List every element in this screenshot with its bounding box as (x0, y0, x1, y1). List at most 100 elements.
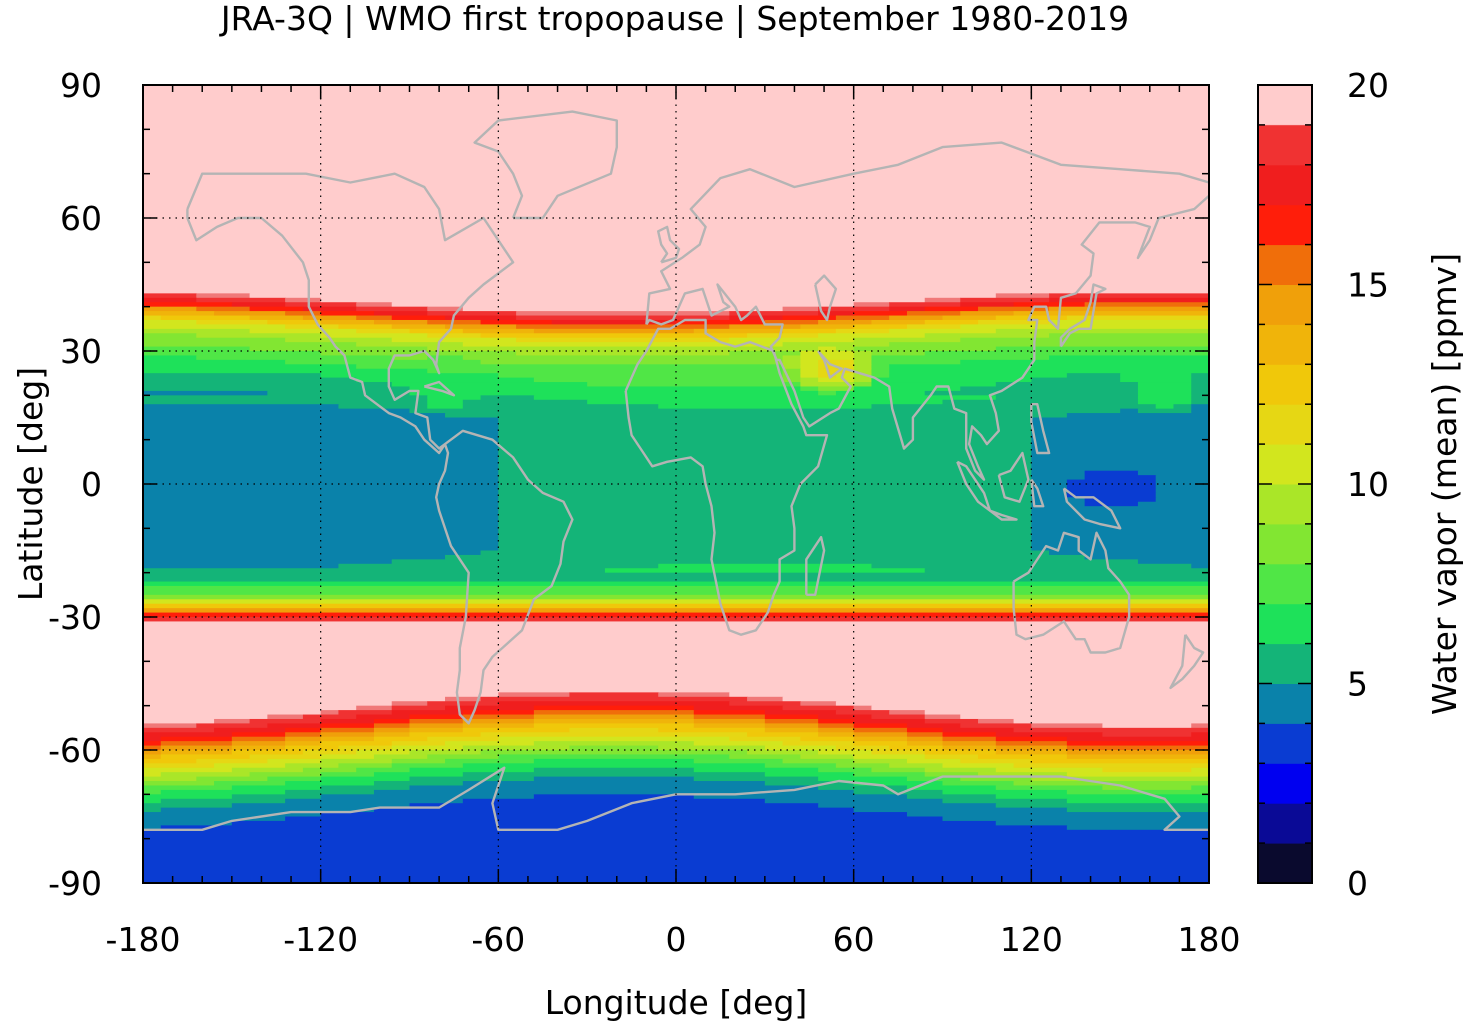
heatmap-cell (391, 741, 446, 747)
heatmap-cell (320, 311, 375, 317)
heatmap-cell (818, 767, 873, 773)
heatmap-cell (231, 736, 286, 742)
heatmap-cell (143, 470, 499, 476)
heatmap-cell (143, 266, 1209, 272)
heatmap-cell (143, 262, 1209, 268)
heatmap-cell (143, 333, 197, 339)
heatmap-cell (445, 758, 535, 764)
coastline (1030, 478, 1045, 508)
heatmap-cell (1066, 492, 1157, 498)
heatmap-cell (498, 461, 1032, 467)
heatmap-cell (143, 182, 1209, 188)
heatmap-cell (320, 772, 375, 778)
heatmap-cell (498, 470, 1032, 476)
heatmap-cell (356, 714, 411, 720)
colorbar-label: Water vapor (mean) [ppmv] (1425, 253, 1464, 715)
heatmap-cell (889, 328, 997, 334)
heatmap-cell (143, 439, 499, 445)
heatmap-cell (1066, 741, 1209, 747)
coastline (143, 766, 1209, 831)
heatmap-cell (835, 701, 1209, 707)
heatmap-cell (143, 789, 162, 795)
heatmap-cell (533, 758, 695, 764)
heatmap-cell (214, 727, 286, 733)
heatmap-cell (143, 537, 499, 543)
heatmap-cell (1084, 554, 1209, 560)
heatmap-cell (747, 732, 819, 738)
heatmap-cell (924, 319, 979, 325)
heatmap-cell (1137, 399, 1192, 405)
colorbar-tick-label: 15 (1347, 266, 1389, 305)
heatmap-cell (800, 355, 855, 361)
heatmap-cell (906, 723, 961, 729)
coastline (805, 536, 826, 596)
heatmap-cell (800, 364, 819, 370)
heatmap-cell (498, 736, 730, 742)
heatmap-cell (853, 723, 908, 729)
colorbar-tick-label: 0 (1347, 864, 1368, 903)
heatmap-cell (409, 714, 464, 720)
colorbar-segment (1258, 204, 1312, 246)
heatmap-cell (302, 750, 357, 756)
heatmap-cell (658, 745, 766, 751)
heatmap-cell (906, 758, 961, 764)
heatmap-cell (409, 776, 535, 782)
heatmap-cell (373, 311, 428, 317)
heatmap-cell (285, 798, 464, 804)
heatmap-cell (462, 306, 784, 312)
heatmap-cell (995, 346, 1209, 352)
heatmap-cell (143, 528, 499, 534)
coastline (814, 274, 838, 322)
heatmap-cell (1031, 430, 1209, 436)
heatmap-cell (1031, 497, 1086, 503)
heatmap-cell (871, 368, 890, 374)
heatmap-cell (143, 772, 162, 778)
y-tick-label: 0 (81, 465, 102, 504)
heatmap-cell (498, 537, 1032, 543)
x-axis: -180 -120 -60 0 60 120 180 (106, 85, 1241, 959)
heatmap-cell (818, 727, 855, 733)
heatmap-cell (693, 714, 766, 720)
heatmap-cell (587, 382, 801, 388)
heatmap-cell (498, 523, 1032, 529)
heatmap-cell (693, 794, 908, 800)
colorbar-segment (1258, 803, 1312, 844)
heatmap-cell (143, 151, 1209, 157)
heatmap-cell (160, 825, 1068, 831)
heatmap-cell (906, 324, 961, 330)
heatmap-cell (320, 297, 926, 303)
heatmap-cell (995, 315, 1068, 321)
chart-title: JRA-3Q | WMO first tropopause | Septembe… (219, 0, 1129, 38)
heatmap-cell (231, 732, 286, 738)
heatmap-cell (409, 328, 464, 334)
heatmap-cell (1049, 306, 1209, 312)
x-tick-label: -180 (106, 920, 181, 959)
heatmap-cell (764, 745, 837, 751)
heatmap-cell (853, 807, 1068, 813)
heatmap-cell (409, 732, 482, 738)
heatmap-cell (800, 368, 819, 374)
heatmap-cell (978, 319, 1050, 325)
heatmap-cell (143, 798, 162, 804)
heatmap-cell (143, 679, 1209, 685)
heatmap-cell (764, 772, 855, 778)
heatmap-cell (427, 355, 464, 361)
heatmap-cell (818, 718, 855, 724)
heatmap-cell (818, 359, 855, 365)
heatmap-cell (143, 204, 1209, 210)
heatmap-cell (889, 710, 926, 716)
x-tick-label: 60 (833, 920, 875, 959)
heatmap-cell (462, 342, 784, 348)
heatmap-cell (480, 732, 748, 738)
heatmap-cell (533, 705, 695, 711)
heatmap-cell (320, 741, 393, 747)
heatmap-cell (356, 364, 784, 370)
heatmap-cell (249, 293, 997, 299)
heatmap-cell (729, 701, 801, 707)
heatmap-cell (445, 554, 1086, 560)
heatmap-cell (924, 333, 1050, 339)
heatmap-cell (924, 718, 979, 724)
heatmap-cell (231, 803, 411, 809)
heatmap-cell (835, 315, 890, 321)
heatmap-cell (818, 368, 855, 374)
